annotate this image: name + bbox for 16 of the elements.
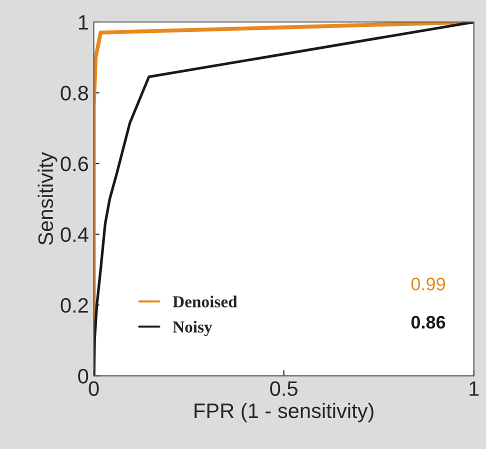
y-tick-label: 0.2 — [60, 298, 88, 313]
y-tick-label: 0.8 — [60, 86, 88, 101]
annotation: 0.86 — [411, 316, 446, 329]
x-tick-label: 0.5 — [270, 381, 298, 396]
x-axis-title: FPR (1 - sensitivity) — [194, 402, 374, 422]
y-tick-label: 0.6 — [60, 156, 88, 172]
y-tick-label: 0.4 — [60, 227, 88, 242]
y-tick-label: 1 — [78, 15, 88, 30]
legend-label: Denoised — [172, 296, 238, 308]
x-tick-label: 0 — [88, 381, 99, 396]
legend-label: Noisy — [172, 320, 212, 336]
annotation: 0.99 — [411, 278, 445, 290]
x-tick-label: 1 — [470, 381, 479, 396]
line-series — [94, 22, 474, 376]
y-tick-label: 0 — [78, 368, 88, 384]
y-axis-title: Sensitivity — [38, 152, 58, 245]
